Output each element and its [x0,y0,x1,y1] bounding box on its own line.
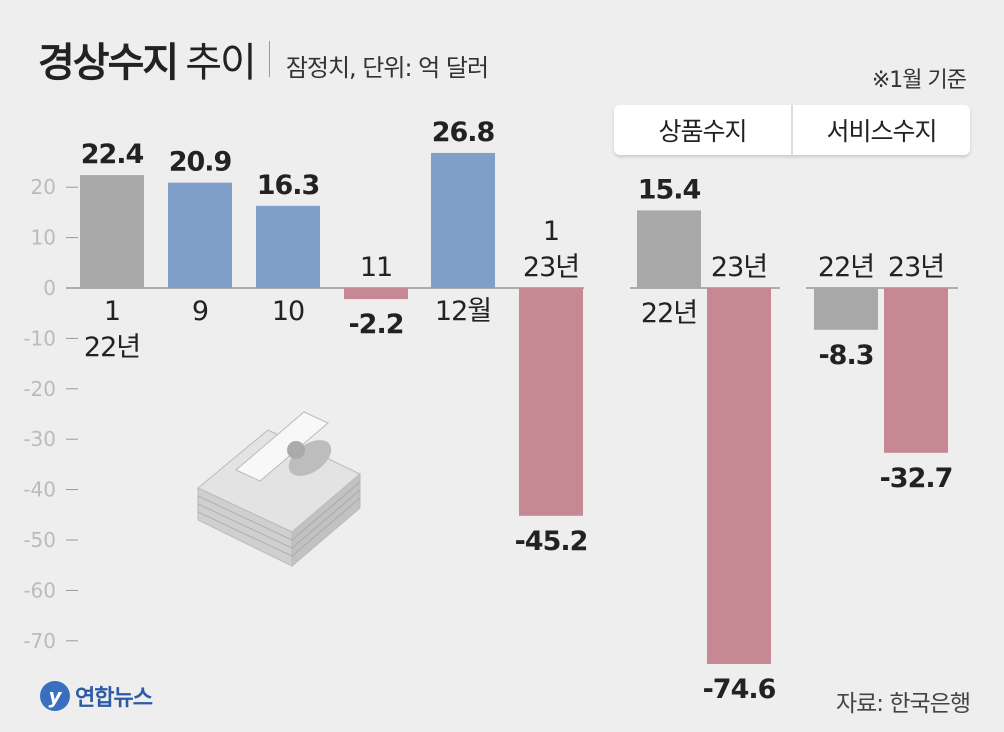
data-label: 20.9 [169,147,232,178]
category-label: 9 [192,296,208,327]
y-tick-label: -30 [23,427,56,451]
bar [80,175,144,288]
category-label: 23년 [888,252,944,283]
category-label: 22년 [818,252,874,283]
logo-text: 연합뉴스 [75,686,153,711]
data-label: -8.3 [818,340,873,371]
data-label: -2.2 [348,309,403,340]
bar [637,210,701,288]
bar [519,288,583,516]
data-label: 16.3 [257,170,320,201]
bar [168,182,232,288]
data-label: 22.4 [81,139,144,170]
data-label: 26.8 [432,117,495,148]
category-label: 23년 [523,252,579,283]
y-tick-label: -10 [23,326,56,350]
category-label: 22년 [641,298,697,329]
legend-goods: 상품수지 [658,117,747,146]
chart-subtitle: 잠정치, 단위: 억 달러 [285,54,489,82]
category-label: 23년 [711,252,767,283]
logo-mark-icon: y [40,681,70,711]
category-label: 1 [104,296,120,327]
data-label: -74.6 [703,674,776,705]
y-tick-label: -20 [23,377,56,401]
category-legend: 상품수지 서비스수지 [614,105,970,155]
y-tick-label: -70 [23,629,56,653]
chart-title-row: 경상수지 추이 잠정치, 단위: 억 달러 [38,30,489,88]
bar [431,152,495,288]
y-tick-label: -40 [23,478,56,502]
data-label: -45.2 [515,526,588,557]
y-tick-label: 20 [31,175,56,199]
y-tick-label: 10 [31,226,56,250]
category-label: 1 [543,216,559,247]
chart-title: 경상수지 [38,40,179,86]
legend-divider [791,105,793,155]
legend-services: 서비스수지 [826,117,937,146]
source-credit: 자료: 한국은행 [835,691,971,717]
basis-note: ※1월 기준 [871,68,967,93]
category-label: 12월 [435,296,491,327]
title-divider [268,41,270,77]
category-label: 22년 [84,332,140,363]
data-label: 15.4 [638,174,701,205]
chart-title-suffix: 추이 [185,40,257,86]
bar [884,288,948,453]
bar [256,205,320,288]
y-tick-label: 0 [43,276,56,300]
yonhap-logo: y 연합뉴스 [40,680,153,712]
y-tick-label: -50 [23,528,56,552]
bar [344,288,408,300]
category-label: 10 [272,296,304,327]
bar [707,288,771,664]
bar [814,288,878,330]
money-stack-icon [197,411,361,568]
data-label: -32.7 [880,463,953,494]
y-tick-label: -60 [23,578,56,602]
category-label: 11 [360,252,392,283]
